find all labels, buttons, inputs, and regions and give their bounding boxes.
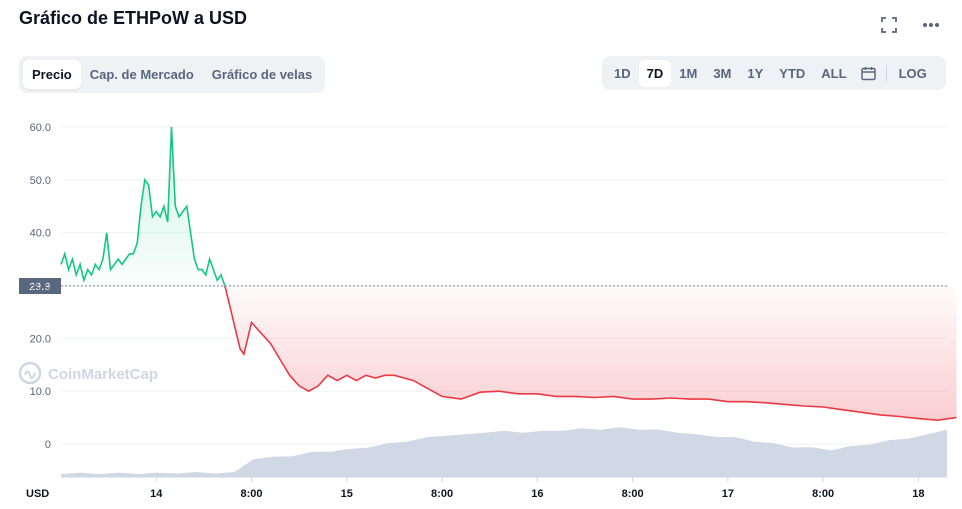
reference-line: 29.9: [19, 278, 947, 295]
page-title: Gráfico de ETHPoW a USD: [19, 8, 248, 28]
chart-type-tabs: Precio Cap. de Mercado Gráfico de velas: [19, 56, 326, 93]
more-options-icon[interactable]: [920, 14, 942, 36]
y-tick-label: 30.0: [30, 281, 51, 293]
volume-bars: [61, 427, 947, 477]
y-tick-label: 40.0: [30, 228, 51, 240]
range-1y[interactable]: 1Y: [747, 65, 764, 81]
up-area: [61, 127, 225, 287]
x-tick-label: 17: [722, 488, 734, 500]
y-axis: 0 10.0 20.0 30.0 40.0 50.0 60.0: [30, 122, 51, 451]
range-3m[interactable]: 3M: [713, 65, 732, 81]
x-tick-label: 8:00: [622, 488, 644, 500]
tab-candlestick[interactable]: Gráfico de velas: [211, 67, 313, 82]
chart-toolbar: [878, 14, 942, 36]
x-tick-label: 8:00: [431, 488, 453, 500]
x-tick-label: 15: [341, 488, 353, 500]
time-range-selector: 1D 7D 1M 3M 1Y YTD ALL LOG: [602, 56, 946, 90]
log-scale-toggle[interactable]: LOG: [898, 65, 927, 81]
x-tick-label: 14: [150, 488, 163, 500]
y-tick-label: 50.0: [30, 175, 51, 187]
y-tick-label: 10.0: [30, 386, 51, 398]
y-tick-label: 60.0: [30, 122, 51, 134]
y-tick-label: 0: [45, 439, 51, 451]
reference-value: 29.9: [29, 281, 50, 293]
down-line: [224, 285, 957, 422]
fullscreen-icon[interactable]: [878, 14, 900, 36]
tab-market-cap[interactable]: Cap. de Mercado: [89, 67, 194, 82]
calendar-icon[interactable]: [855, 66, 882, 81]
price-fill: [61, 127, 957, 421]
x-tick-label: 18: [912, 488, 924, 500]
x-tick-label: 8:00: [812, 488, 834, 500]
up-line: [60, 126, 226, 287]
range-all[interactable]: ALL: [821, 65, 847, 81]
x-tick-label: 8:00: [241, 488, 263, 500]
reference-badge: [19, 278, 61, 295]
watermark: CoinMarketCap: [18, 361, 158, 385]
price-line: [60, 126, 957, 422]
range-7d[interactable]: 7D: [638, 59, 672, 87]
tab-price[interactable]: Precio: [23, 60, 81, 89]
x-axis: 14 8:00 15 8:00 16 8:00 17 8:00 18 USD: [26, 476, 947, 500]
volume-area: [61, 427, 947, 477]
range-ytd[interactable]: YTD: [779, 65, 806, 81]
range-1m[interactable]: 1M: [679, 65, 698, 81]
watermark-text: CoinMarketCap: [48, 366, 158, 383]
down-area: [224, 286, 957, 421]
x-tick-label: 16: [531, 488, 543, 500]
currency-label: USD: [26, 488, 49, 500]
range-1d[interactable]: 1D: [614, 65, 631, 81]
y-tick-label: 20.0: [30, 333, 51, 345]
range-divider: [885, 65, 887, 81]
